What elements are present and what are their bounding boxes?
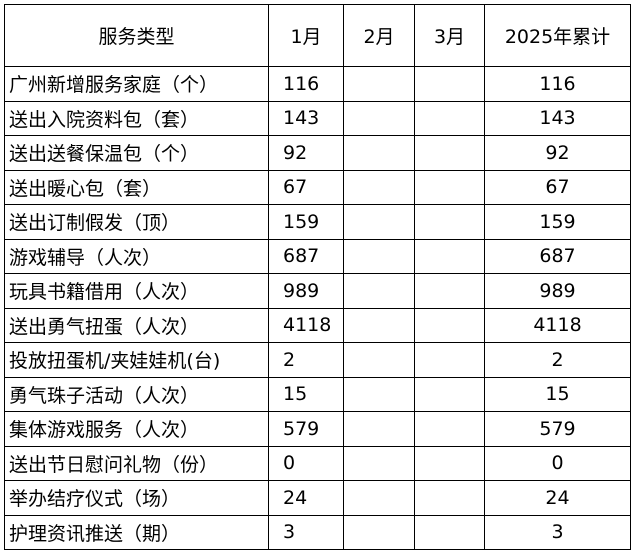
item-cell: 游戏辅导（人次） <box>4 238 269 274</box>
empty-cell <box>414 204 485 240</box>
empty-cell <box>343 204 415 240</box>
table-row: 游戏辅导（人次） 687 687 <box>4 238 631 274</box>
jan-cell: 24 <box>268 480 344 516</box>
empty-cell <box>343 100 415 136</box>
empty-cell <box>343 307 415 343</box>
item-cell: 护理资讯推送（期） <box>4 514 269 550</box>
item-cell: 举办结疗仪式（场） <box>4 480 269 516</box>
empty-cell <box>414 100 485 136</box>
jan-cell: 15 <box>268 376 344 412</box>
table-row: 护理资讯推送（期） 3 3 <box>4 514 631 550</box>
jan-cell: 3 <box>268 514 344 550</box>
empty-cell <box>414 514 485 550</box>
header-cell: 2月 <box>343 4 415 67</box>
total-cell: 159 <box>484 204 631 240</box>
item-cell: 送出勇气扭蛋（人次） <box>4 307 269 343</box>
total-cell: 687 <box>484 238 631 274</box>
empty-cell <box>343 480 415 516</box>
table-row: 送出暖心包（套） 67 67 <box>4 169 631 205</box>
jan-cell: 143 <box>268 100 344 136</box>
total-cell: 989 <box>484 273 631 309</box>
total-cell: 579 <box>484 411 631 447</box>
empty-cell <box>343 238 415 274</box>
table-row: 举办结疗仪式（场） 24 24 <box>4 480 631 516</box>
table-row: 广州新增服务家庭（个） 116 116 <box>4 66 631 102</box>
header-row: 服务类型 1月 2月 3月 2025年累计 <box>4 4 631 67</box>
jan-cell: 92 <box>268 135 344 171</box>
jan-cell: 0 <box>268 445 344 481</box>
empty-cell <box>414 238 485 274</box>
empty-cell <box>414 480 485 516</box>
empty-cell <box>343 66 415 102</box>
table-row: 送出入院资料包（套） 143 143 <box>4 100 631 136</box>
jan-cell: 159 <box>268 204 344 240</box>
header-cell: 1月 <box>268 4 344 67</box>
empty-cell <box>414 445 485 481</box>
empty-cell <box>343 342 415 378</box>
table-row: 勇气珠子活动（人次） 15 15 <box>4 376 631 412</box>
empty-cell <box>343 411 415 447</box>
empty-cell <box>414 66 485 102</box>
empty-cell <box>414 135 485 171</box>
jan-cell: 67 <box>268 169 344 205</box>
total-cell: 2 <box>484 342 631 378</box>
empty-cell <box>414 273 485 309</box>
empty-cell <box>343 135 415 171</box>
header-cell: 服务类型 <box>4 4 269 67</box>
item-cell: 集体游戏服务（人次） <box>4 411 269 447</box>
item-cell: 投放扭蛋机/夹娃娃机(台) <box>4 342 269 378</box>
item-cell: 送出入院资料包（套） <box>4 100 269 136</box>
empty-cell <box>414 342 485 378</box>
table-row: 集体游戏服务（人次） 579 579 <box>4 411 631 447</box>
item-cell: 送出送餐保温包（个） <box>4 135 269 171</box>
empty-cell <box>343 376 415 412</box>
table-row: 送出订制假发（顶） 159 159 <box>4 204 631 240</box>
empty-cell <box>343 273 415 309</box>
table-row: 送出送餐保温包（个） 92 92 <box>4 135 631 171</box>
total-cell: 3 <box>484 514 631 550</box>
item-cell: 送出订制假发（顶） <box>4 204 269 240</box>
total-cell: 0 <box>484 445 631 481</box>
table-row: 送出勇气扭蛋（人次） 4118 4118 <box>4 307 631 343</box>
item-cell: 广州新增服务家庭（个） <box>4 66 269 102</box>
total-cell: 4118 <box>484 307 631 343</box>
header-cell: 2025年累计 <box>484 4 631 67</box>
item-cell: 玩具书籍借用（人次） <box>4 273 269 309</box>
total-cell: 24 <box>484 480 631 516</box>
jan-cell: 116 <box>268 66 344 102</box>
service-table: 服务类型 1月 2月 3月 2025年累计 广州新增服务家庭（个） 116 116 送出入院资… <box>4 4 631 550</box>
jan-cell: 989 <box>268 273 344 309</box>
table-row: 投放扭蛋机/夹娃娃机(台) 2 2 <box>4 342 631 378</box>
empty-cell <box>414 307 485 343</box>
table-body: 广州新增服务家庭（个） 116 116 送出入院资料包（套） 143 143 送出送餐保温包… <box>4 66 631 550</box>
jan-cell: 687 <box>268 238 344 274</box>
header-cell: 3月 <box>414 4 485 67</box>
item-cell: 勇气珠子活动（人次） <box>4 376 269 412</box>
total-cell: 92 <box>484 135 631 171</box>
empty-cell <box>343 514 415 550</box>
empty-cell <box>414 169 485 205</box>
total-cell: 116 <box>484 66 631 102</box>
empty-cell <box>414 411 485 447</box>
empty-cell <box>343 445 415 481</box>
table-row: 送出节日慰问礼物（份） 0 0 <box>4 445 631 481</box>
item-cell: 送出节日慰问礼物（份） <box>4 445 269 481</box>
empty-cell <box>343 169 415 205</box>
jan-cell: 579 <box>268 411 344 447</box>
total-cell: 143 <box>484 100 631 136</box>
item-cell: 送出暖心包（套） <box>4 169 269 205</box>
jan-cell: 2 <box>268 342 344 378</box>
total-cell: 15 <box>484 376 631 412</box>
table-row: 玩具书籍借用（人次） 989 989 <box>4 273 631 309</box>
jan-cell: 4118 <box>268 307 344 343</box>
total-cell: 67 <box>484 169 631 205</box>
empty-cell <box>414 376 485 412</box>
